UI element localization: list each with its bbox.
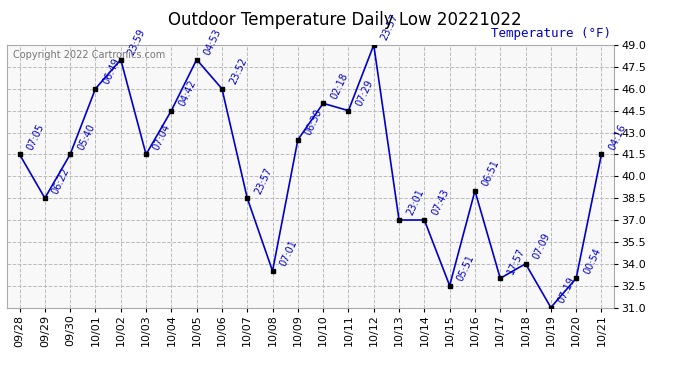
Text: 07:05: 07:05: [25, 122, 46, 152]
Text: 06:49: 06:49: [101, 57, 122, 86]
Text: 07:09: 07:09: [531, 231, 552, 261]
Text: 07:43: 07:43: [430, 188, 451, 217]
Text: 00:54: 00:54: [582, 246, 602, 276]
Text: 04:42: 04:42: [177, 78, 198, 108]
Text: Copyright 2022 Cartronics.com: Copyright 2022 Cartronics.com: [13, 50, 165, 60]
Text: 06:22: 06:22: [50, 166, 71, 195]
Text: 23:52: 23:52: [228, 56, 248, 86]
Text: 17:57: 17:57: [506, 246, 526, 276]
Text: 05:40: 05:40: [76, 122, 97, 152]
Text: 04:16: 04:16: [607, 122, 628, 152]
Text: 06:51: 06:51: [480, 159, 502, 188]
Text: 05:51: 05:51: [455, 253, 476, 283]
Text: 07:04: 07:04: [152, 122, 172, 152]
Text: 23:01: 23:01: [404, 188, 426, 217]
Text: 07:01: 07:01: [278, 239, 299, 268]
Text: Temperature (°F): Temperature (°F): [491, 27, 611, 40]
Text: 07:29: 07:29: [354, 78, 375, 108]
Text: 02:18: 02:18: [328, 71, 350, 100]
Text: 07:19: 07:19: [556, 275, 578, 305]
Text: 23:57: 23:57: [253, 166, 274, 195]
Text: Outdoor Temperature Daily Low 20221022: Outdoor Temperature Daily Low 20221022: [168, 11, 522, 29]
Text: 04:53: 04:53: [202, 27, 223, 57]
Text: 23:57: 23:57: [380, 12, 400, 42]
Text: 23:59: 23:59: [126, 27, 147, 57]
Text: 06:30: 06:30: [304, 108, 324, 137]
